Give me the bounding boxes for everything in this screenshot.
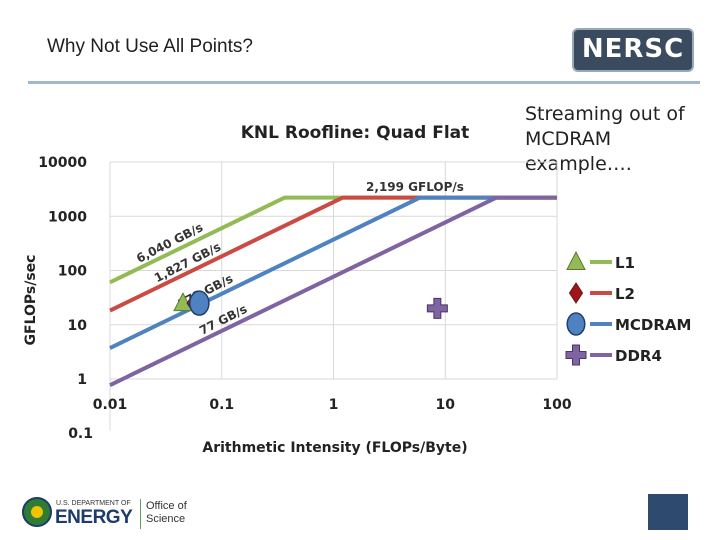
legend-label-mcdram: MCDRAM — [615, 316, 691, 334]
data-point-ddr4 — [426, 297, 448, 319]
x-tick-label: 100 — [542, 397, 571, 413]
legend-marker-ddr4 — [565, 344, 587, 366]
doe-energy-text: ENERGY — [55, 507, 133, 528]
roofline-lines — [109, 195, 557, 387]
chart-legend: L1 L2 MCDRAM DDR4 — [565, 250, 691, 366]
roofline-ddr4 — [109, 195, 557, 387]
y-tick-label: 10000 — [38, 155, 87, 171]
berkeley-lab-logo-icon — [648, 494, 688, 530]
data-point-mcdram — [188, 290, 210, 316]
legend-marker-mcdram — [566, 312, 586, 336]
x-tick-label: 0.1 — [209, 397, 234, 413]
y-tick-label: 100 — [58, 264, 87, 280]
doe-seal-icon — [22, 497, 52, 532]
office-of-science-text: Office of Science — [146, 500, 187, 525]
data-markers — [173, 290, 448, 319]
x-axis-label: Arithmetic Intensity (FLOPs/Byte) — [202, 440, 467, 456]
legend-marker-l1 — [566, 250, 586, 270]
slide-title: Why Not Use All Points? — [47, 36, 253, 57]
nersc-logo: NERSC — [572, 28, 694, 72]
nersc-logo-text: NERSC — [581, 34, 685, 64]
title-divider — [28, 81, 700, 84]
y-tick-label: 1000 — [48, 209, 87, 225]
legend-label-l1: L1 — [615, 254, 635, 272]
chart-grid — [109, 161, 558, 430]
x-tick-label: 1 — [329, 397, 339, 413]
legend-label-ddr4: DDR4 — [615, 347, 662, 365]
y-tick-label: 1 — [77, 372, 87, 388]
y-tick-label: 0.1 — [68, 426, 93, 442]
peak-performance-label: 2,199 GFLOP/s — [366, 180, 464, 194]
x-tick-label: 10 — [436, 397, 456, 413]
legend-marker-l2 — [568, 282, 584, 304]
side-note: Streaming out of MCDRAM example…. — [525, 103, 685, 175]
chart-title: KNL Roofline: Quad Flat — [241, 123, 470, 143]
x-tick-label: 0.01 — [93, 397, 128, 413]
footer-divider — [140, 499, 141, 529]
y-tick-label: 10 — [68, 318, 88, 334]
legend-label-l2: L2 — [615, 285, 635, 303]
y-axis-label: GFLOPs/sec — [23, 255, 39, 346]
doe-department-text: U.S. DEPARTMENT OF — [56, 500, 131, 507]
